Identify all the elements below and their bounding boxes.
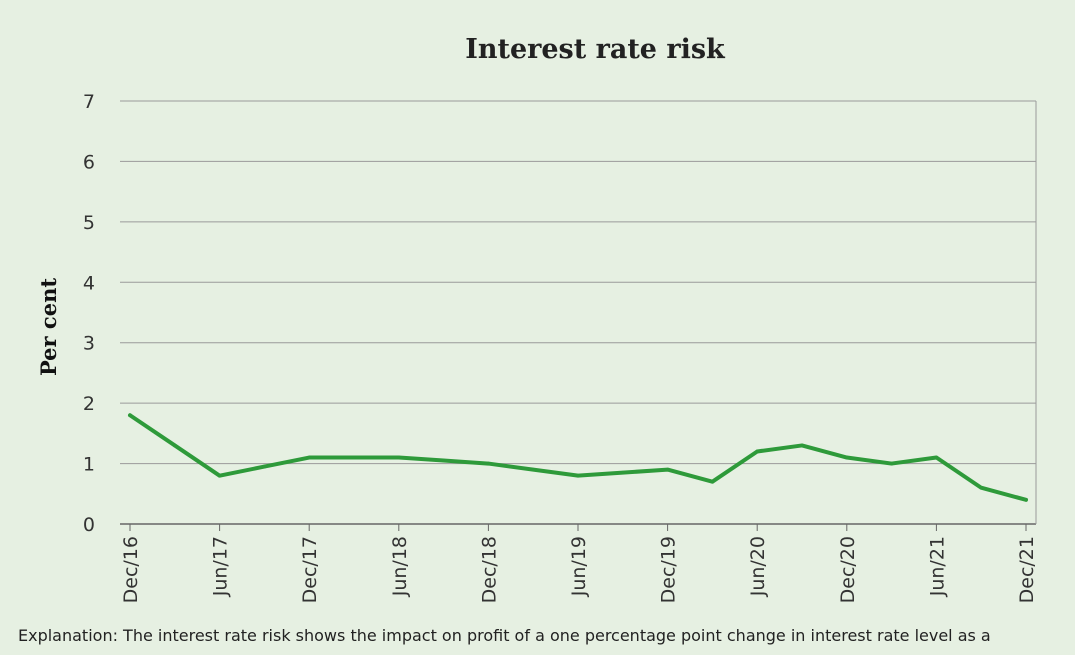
data-point — [531, 467, 535, 472]
x-tick-label: Jun/19 — [568, 536, 590, 597]
data-point — [889, 461, 894, 466]
x-tick-label: Dec/19 — [658, 536, 680, 603]
x-tick-label: Jun/17 — [210, 536, 232, 597]
y-tick-label: 6 — [83, 151, 95, 173]
data-point — [1024, 498, 1028, 502]
data-point — [665, 467, 670, 472]
data-point — [217, 473, 222, 478]
y-tick-label: 7 — [83, 91, 95, 113]
data-point — [441, 458, 446, 463]
data-point — [397, 455, 401, 460]
explanation-caption: Explanation: The interest rate risk show… — [18, 626, 991, 645]
data-point — [128, 413, 132, 418]
y-tick-label: 4 — [83, 272, 95, 294]
x-tick-label: Dec/17 — [299, 536, 321, 603]
data-point — [710, 479, 715, 484]
x-tick-label: Jun/20 — [747, 536, 769, 597]
y-tick-label: 3 — [83, 333, 95, 355]
data-point — [934, 455, 939, 460]
x-tick-label: Dec/18 — [478, 536, 500, 603]
y-tick-label: 0 — [83, 514, 95, 536]
line-chart: Interest rate risk Per cent 0 1 2 3 4 5 6 7 Dec… — [36, 34, 1038, 603]
x-tick-label: Dec/20 — [837, 536, 859, 603]
data-point — [845, 455, 849, 460]
series-group — [128, 413, 1028, 502]
y-tick-label: 5 — [83, 212, 95, 234]
gridlines — [120, 100, 1037, 525]
data-point — [755, 449, 759, 454]
x-tick-label: Jun/18 — [389, 536, 411, 597]
data-point — [307, 455, 312, 460]
x-tick-label: Dec/16 — [120, 536, 142, 603]
data-point — [173, 443, 177, 448]
x-tick-labels: Dec/16 Jun/17 Dec/17 Jun/18 Dec/18 Jun/19 Dec/… — [120, 524, 1038, 603]
y-tick-label: 2 — [83, 393, 95, 415]
chart-title: Interest rate risk — [465, 34, 726, 65]
data-point — [576, 473, 580, 478]
data-point — [621, 470, 625, 475]
y-tick-label: 1 — [83, 454, 95, 476]
data-point — [262, 464, 267, 469]
data-point — [800, 443, 804, 448]
x-tick-label: Dec/21 — [1016, 536, 1038, 603]
y-axis-label: Per cent — [36, 278, 61, 376]
data-point — [486, 461, 491, 466]
x-tick-label: Jun/21 — [926, 536, 948, 597]
y-tick-labels: 0 1 2 3 4 5 6 7 — [83, 91, 95, 536]
data-point — [352, 455, 356, 460]
data-point — [979, 485, 983, 490]
series-line — [128, 413, 1028, 502]
